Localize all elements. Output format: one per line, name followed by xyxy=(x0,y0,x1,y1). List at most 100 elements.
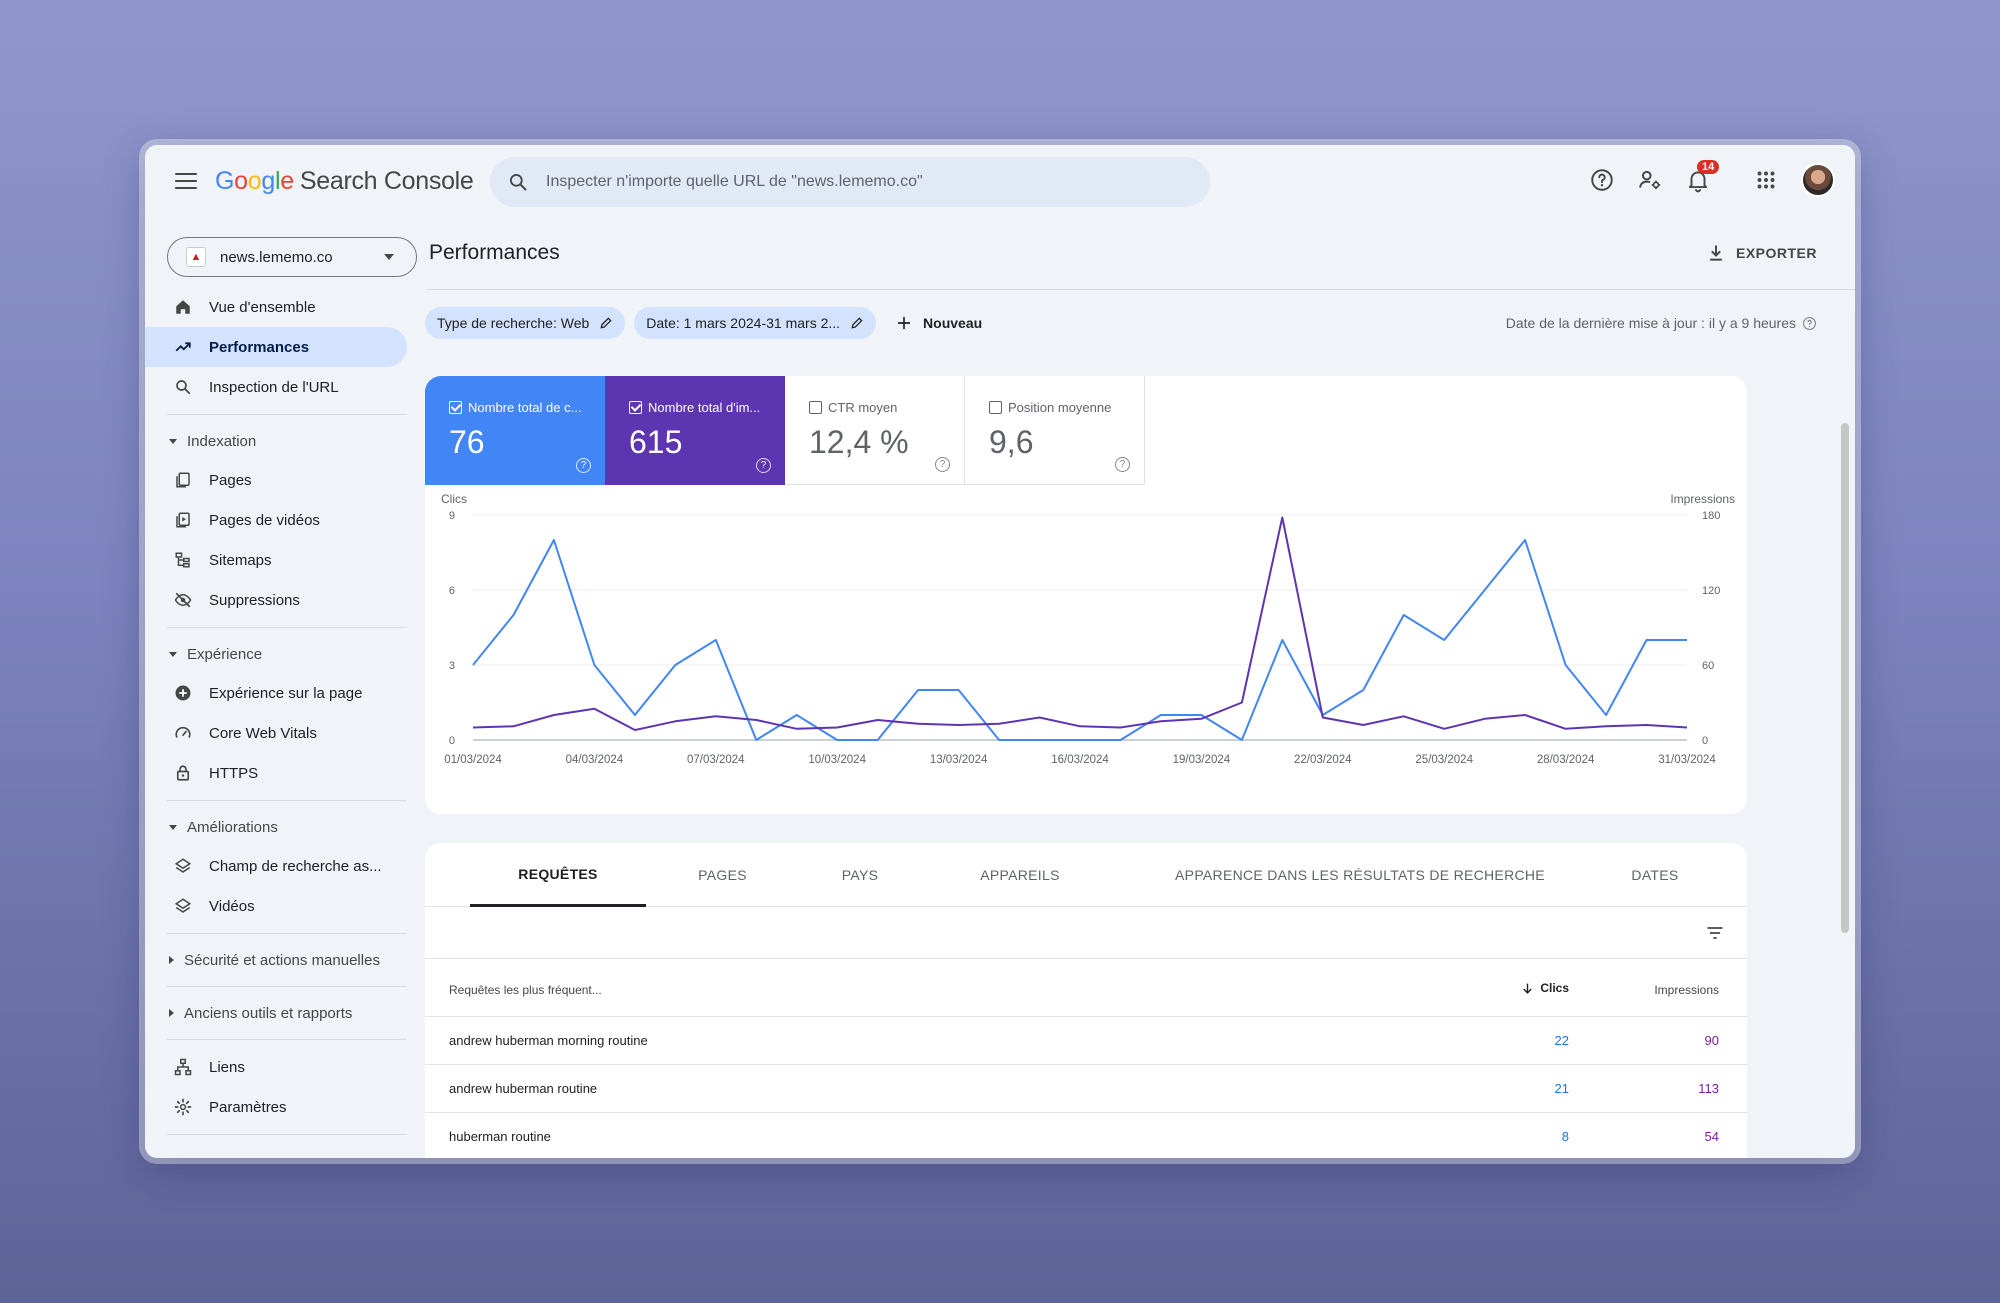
sidebar-item-pages[interactable]: Pages xyxy=(145,460,407,500)
checkbox-unchecked-icon xyxy=(809,401,822,414)
search-type-chip[interactable]: Type de recherche: Web xyxy=(425,307,626,339)
series-line-impressions xyxy=(472,516,1688,731)
sidebar-item-label: Liens xyxy=(209,1058,245,1076)
table-row[interactable]: andrew huberman routine 21 113 xyxy=(425,1065,1747,1113)
section-legacy-tools[interactable]: Anciens outils et rapports xyxy=(145,994,417,1032)
divider xyxy=(167,986,407,987)
user-settings-icon[interactable] xyxy=(1637,167,1663,193)
sidebar-item-videos[interactable]: Vidéos xyxy=(145,886,407,926)
sidebar-item-sitemaps[interactable]: Sitemaps xyxy=(145,540,407,580)
section-experience[interactable]: Expérience xyxy=(145,635,417,673)
logo-letter: l xyxy=(274,167,281,195)
filter-icon[interactable] xyxy=(1705,923,1725,943)
sidebar-item-video-pages[interactable]: Pages de vidéos xyxy=(145,500,407,540)
notifications-bell-icon[interactable]: 14 xyxy=(1685,160,1720,193)
tab-search-appearance[interactable]: APPARENCE DANS LES RÉSULTATS DE RECHERCH… xyxy=(1175,867,1545,883)
sidebar-item-page-experience[interactable]: Expérience sur la page xyxy=(145,673,407,713)
x-tick-label: 13/03/2024 xyxy=(930,754,988,766)
checkbox-checked-icon xyxy=(629,401,642,414)
tab-devices[interactable]: APPAREILS xyxy=(980,867,1060,883)
hamburger-menu-icon[interactable] xyxy=(175,173,197,191)
download-icon xyxy=(1710,245,1722,261)
apps-grid-icon[interactable] xyxy=(1753,167,1779,193)
sidebar-item-label: Sitemaps xyxy=(209,551,272,569)
sidebar-item-sitelinks-searchbox[interactable]: Champ de recherche as... xyxy=(145,846,407,886)
sidebar-item-label: Pages de vidéos xyxy=(209,511,320,529)
tab-queries[interactable]: REQUÊTES xyxy=(470,843,646,907)
section-security[interactable]: Sécurité et actions manuelles xyxy=(145,941,417,979)
column-header-query[interactable]: Requêtes les plus fréquent... xyxy=(449,983,602,997)
eye-off-icon xyxy=(173,590,193,610)
sidebar-item-url-inspection[interactable]: Inspection de l'URL xyxy=(145,367,407,407)
clicks-cell: 22 xyxy=(1554,1033,1569,1048)
section-indexation[interactable]: Indexation xyxy=(145,422,417,460)
sitemap-icon xyxy=(173,550,193,570)
metric-total-impressions[interactable]: Nombre total d'im... 615 ? xyxy=(605,376,785,485)
search-icon xyxy=(510,174,527,191)
table-row[interactable]: andrew huberman morning routine 22 90 xyxy=(425,1017,1747,1065)
export-button[interactable]: EXPORTER xyxy=(1698,237,1825,269)
column-header-clicks[interactable]: Clics xyxy=(1521,981,1569,995)
impressions-cell: 113 xyxy=(1698,1081,1719,1096)
new-filter-button[interactable]: Nouveau xyxy=(885,314,992,332)
x-tick-label: 25/03/2024 xyxy=(1415,754,1473,766)
arrow-down-icon xyxy=(1523,983,1533,994)
help-icon[interactable]: ? xyxy=(756,458,771,473)
help-icon[interactable]: ? xyxy=(935,457,950,472)
help-icon[interactable]: ? xyxy=(576,458,591,473)
filter-chips: Type de recherche: Web Date: 1 mars 2024… xyxy=(425,307,992,339)
google-search-console-logo[interactable]: Google Search Console xyxy=(215,167,474,196)
sidebar-item-removals[interactable]: Suppressions xyxy=(145,580,407,620)
collapse-arrow-icon xyxy=(169,824,177,830)
sidebar-item-label: Pages xyxy=(209,471,252,489)
column-header-label: Clics xyxy=(1540,981,1569,995)
tab-pages[interactable]: PAGES xyxy=(698,867,747,883)
y-right-tick-label: 120 xyxy=(1702,585,1720,597)
links-icon xyxy=(173,1057,193,1077)
url-inspection-search[interactable] xyxy=(490,157,1210,207)
metric-value: 9,6 xyxy=(989,424,1034,460)
x-tick-label: 31/03/2024 xyxy=(1658,754,1716,766)
user-avatar[interactable] xyxy=(1801,163,1835,197)
sidebar-item-label: Expérience sur la page xyxy=(209,684,363,702)
tab-dates[interactable]: DATES xyxy=(1631,867,1679,883)
performance-line-chart[interactable]: Clics Impressions 0 3 6 9 0 60 120 180 01/03/2024 0… xyxy=(425,485,1747,814)
help-icon[interactable]: ? xyxy=(1115,457,1130,472)
divider xyxy=(167,1134,407,1135)
logo-letter: g xyxy=(261,167,275,195)
sidebar-item-links[interactable]: Liens xyxy=(145,1047,407,1087)
sidebar-item-overview[interactable]: Vue d'ensemble xyxy=(145,287,407,327)
property-selector[interactable]: ▲ news.lememo.co xyxy=(167,237,417,277)
metric-total-clicks[interactable]: Nombre total de c... 76 ? xyxy=(425,376,605,485)
sidebar-item-settings[interactable]: Paramètres xyxy=(145,1087,407,1127)
metric-label-text: CTR moyen xyxy=(828,400,898,415)
scrollbar-thumb[interactable] xyxy=(1841,423,1849,933)
collapse-arrow-icon xyxy=(169,651,177,657)
queries-table-card: REQUÊTES PAGES PAYS APPAREILS APPARENCE … xyxy=(425,843,1747,1158)
divider xyxy=(167,627,407,628)
x-tick-label: 04/03/2024 xyxy=(566,754,624,766)
query-cell: andrew huberman morning routine xyxy=(449,1033,648,1048)
sidebar-item-https[interactable]: HTTPS xyxy=(145,753,407,793)
sidebar-item-performance[interactable]: Performances xyxy=(145,327,407,367)
metric-average-ctr[interactable]: CTR moyen 12,4 % ? xyxy=(785,376,965,485)
sidebar-item-core-web-vitals[interactable]: Core Web Vitals xyxy=(145,713,407,753)
section-title: Anciens outils et rapports xyxy=(184,1004,353,1022)
section-title: Améliorations xyxy=(187,818,278,836)
collapse-arrow-icon xyxy=(169,438,177,444)
metric-value: 12,4 % xyxy=(809,424,909,460)
help-icon[interactable] xyxy=(1589,167,1615,193)
tab-countries[interactable]: PAYS xyxy=(841,867,879,883)
section-ameliorations[interactable]: Améliorations xyxy=(145,808,417,846)
notifications-badge: 14 xyxy=(1697,160,1720,174)
y-right-tick-label: 180 xyxy=(1702,510,1720,522)
y-left-tick-label: 0 xyxy=(449,735,455,747)
trending-up-icon xyxy=(173,337,193,357)
speedometer-icon xyxy=(173,723,193,743)
metric-average-position[interactable]: Position moyenne 9,6 ? xyxy=(965,376,1145,485)
table-row[interactable]: huberman routine 8 54 xyxy=(425,1113,1747,1158)
search-input[interactable] xyxy=(546,173,1166,191)
help-icon[interactable] xyxy=(1802,316,1817,331)
column-header-impressions[interactable]: Impressions xyxy=(1654,983,1719,997)
date-chip[interactable]: Date: 1 mars 2024-31 mars 2... xyxy=(634,307,877,339)
